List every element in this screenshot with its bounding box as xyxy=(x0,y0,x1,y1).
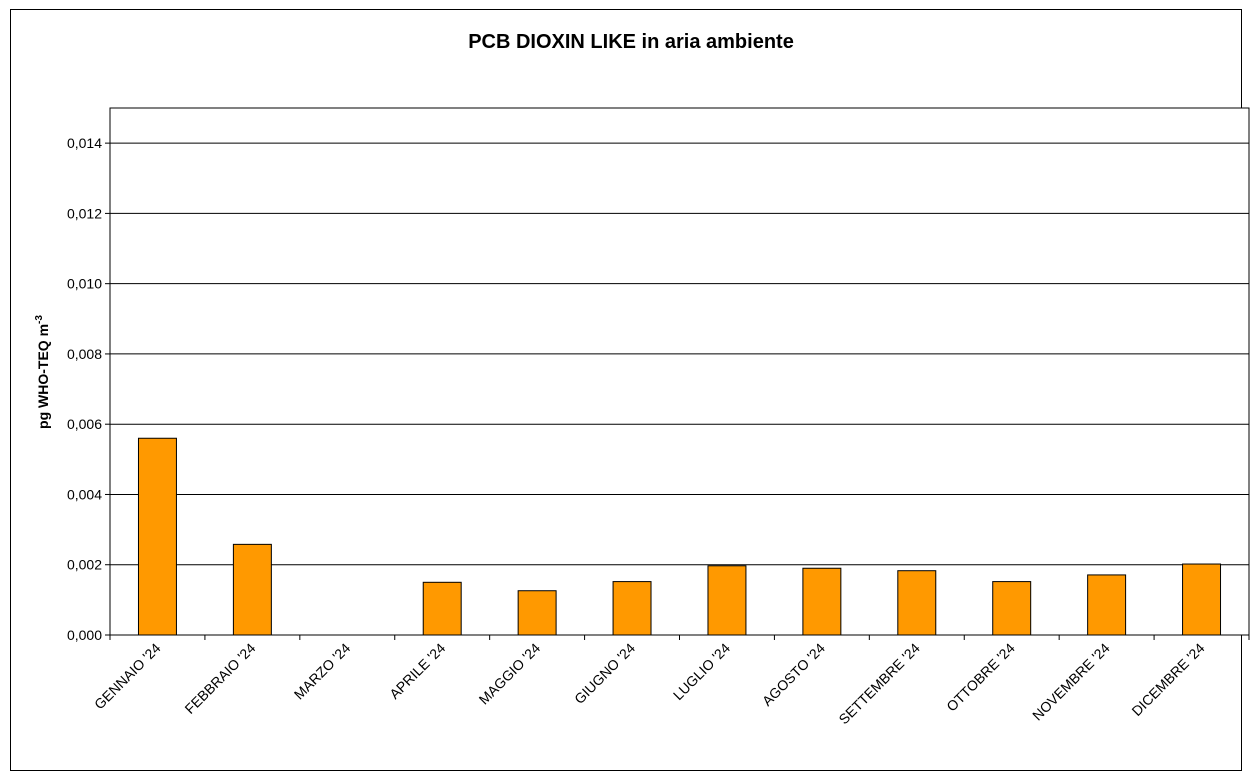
y-tick-label: 0,002 xyxy=(67,557,102,573)
x-tick-label: MAGGIO '24 xyxy=(476,640,544,708)
x-tick-label: OTTOBRE '24 xyxy=(943,640,1018,715)
x-tick-label: DICEMBRE '24 xyxy=(1128,640,1207,719)
bar xyxy=(707,565,747,636)
x-tick-label: SETTEMBRE '24 xyxy=(835,640,923,728)
y-tick-label: 0,010 xyxy=(67,276,102,292)
y-axis-label-text: pg WHO-TEQ m xyxy=(35,324,51,429)
y-tick-label: 0,012 xyxy=(67,205,102,221)
bars xyxy=(137,437,1222,636)
bar xyxy=(897,570,937,636)
y-tick-label: 0,006 xyxy=(67,416,102,432)
bar xyxy=(612,581,652,636)
bar xyxy=(992,581,1032,636)
bar xyxy=(1182,563,1222,636)
plot-area xyxy=(109,107,1250,636)
y-tick-label: 0,008 xyxy=(67,346,102,362)
bar xyxy=(802,567,842,636)
bar xyxy=(422,581,462,636)
x-tick-label: MARZO '24 xyxy=(291,640,354,703)
y-axis-label-superscript: -3 xyxy=(34,315,45,324)
bar xyxy=(232,543,272,636)
y-axis-ticks: 0,000 0,002 0,004 0,006 0,008 0,010 0,012 0,014 xyxy=(67,135,110,643)
bar xyxy=(1087,574,1127,636)
x-tick-label: NOVEMBRE '24 xyxy=(1029,640,1113,724)
y-tick-label: 0,014 xyxy=(67,135,102,151)
x-tick-label: APRILE '24 xyxy=(386,640,448,702)
y-tick-label: 0,004 xyxy=(67,486,102,502)
x-tick-label: FEBBRAIO '24 xyxy=(181,640,258,717)
bar xyxy=(137,437,177,636)
x-tick-label: GIUGNO '24 xyxy=(571,640,638,707)
y-tick-label: 0,000 xyxy=(67,627,102,643)
gridlines xyxy=(110,142,1249,566)
x-axis-ticks: GENNAIO '24 FEBBRAIO '24 MARZO '24 APRILE '… xyxy=(91,635,1250,728)
x-tick-label: LUGLIO '24 xyxy=(670,640,733,703)
x-tick-label: GENNAIO '24 xyxy=(91,640,164,713)
y-axis-label: pg WHO-TEQ m-3 xyxy=(34,315,51,429)
chart-title: PCB DIOXIN LIKE in aria ambiente xyxy=(468,31,794,53)
bar xyxy=(517,590,557,636)
x-tick-label: AGOSTO '24 xyxy=(759,640,828,709)
